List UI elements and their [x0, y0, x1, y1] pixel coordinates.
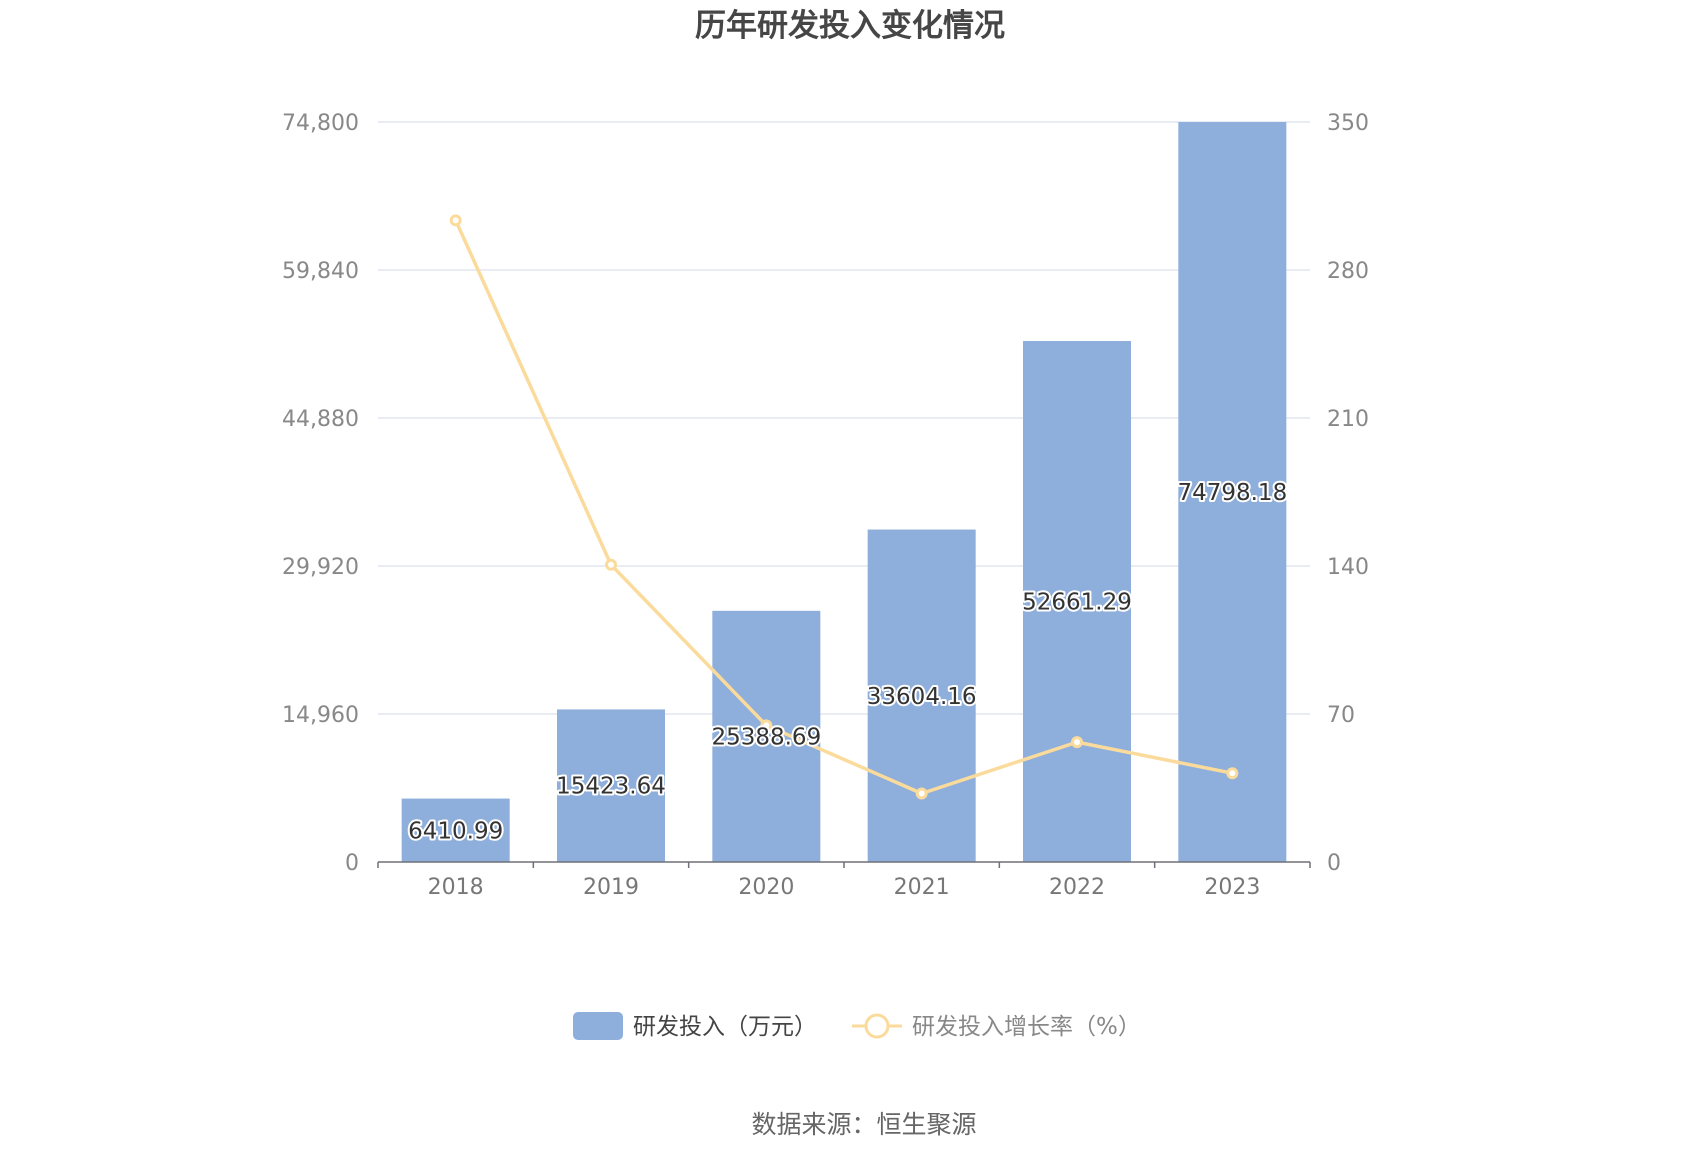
y-left-tick-label: 0 [345, 851, 359, 876]
y-right-tick-label: 140 [1327, 555, 1369, 580]
y-left-tick-label: 59,840 [282, 259, 359, 284]
legend-swatch-marker [864, 1013, 890, 1039]
y-right-tick-label: 280 [1327, 259, 1369, 284]
x-tick-label: 2018 [428, 875, 484, 900]
y-left-tick-label: 29,920 [282, 555, 359, 580]
line-series [449, 214, 1239, 800]
growth-point-2018[interactable] [449, 214, 462, 227]
growth-point-2020[interactable] [760, 719, 773, 732]
legend-item-line[interactable]: 研发投入增长率（%） [852, 1013, 1141, 1040]
x-tick-label: 2019 [583, 875, 639, 900]
bar-value-label: 52661.29 [1022, 590, 1132, 616]
bar-value-labels: 6410.99 15423.64 25388.69 33604.16 52661.29 7… [406, 478, 1289, 846]
legend-label-bar: 研发投入（万元） [633, 1014, 817, 1040]
growth-point-2023[interactable] [1226, 767, 1239, 780]
legend-label-line: 研发投入增长率（%） [912, 1014, 1141, 1040]
bar-value-label: 25388.69 [711, 724, 821, 750]
x-tick-label: 2023 [1204, 875, 1260, 900]
bar-value-label: 33604.16 [867, 684, 977, 710]
growth-point-2021[interactable] [915, 787, 928, 800]
bar-2019[interactable] [557, 709, 665, 862]
chart-title: 历年研发投入变化情况 [695, 8, 1005, 44]
y-right-tick-label: 70 [1327, 703, 1355, 728]
bar-2021[interactable] [867, 529, 976, 862]
y-left-tick-label: 14,960 [282, 703, 359, 728]
bar-value-label: 6410.99 [408, 818, 503, 844]
y-axis-right: 0 70 140 210 280 350 [1327, 111, 1369, 876]
data-source-note: 数据来源：恒生聚源 [751, 1110, 976, 1139]
growth-point-2022[interactable] [1071, 736, 1083, 749]
bar-series [401, 122, 1287, 863]
legend: 研发投入（万元） 研发投入增长率（%） [573, 1012, 1141, 1040]
legend-swatch-bar [573, 1012, 623, 1040]
y-left-tick-label: 74,800 [282, 111, 359, 136]
bar-value-label: 74798.18 [1177, 480, 1287, 506]
y-left-tick-label: 44,880 [282, 407, 359, 432]
x-axis: 2018 2019 2020 2021 2022 2023 [377, 861, 1311, 900]
bar-2023[interactable] [1178, 122, 1287, 862]
y-right-tick-label: 0 [1327, 851, 1341, 876]
growth-point-2019[interactable] [605, 558, 617, 571]
legend-item-bar[interactable]: 研发投入（万元） [573, 1012, 817, 1040]
bar-2020[interactable] [712, 610, 821, 862]
x-tick-label: 2020 [738, 875, 794, 900]
bar-value-label: 15423.64 [556, 774, 666, 800]
growth-rate-line [454, 219, 1233, 796]
y-right-tick-label: 350 [1327, 111, 1369, 136]
grid-lines [378, 121, 1310, 715]
y-right-tick-label: 210 [1327, 407, 1369, 432]
x-tick-label: 2022 [1049, 875, 1105, 900]
y-axis-left: 0 14,960 29,920 44,880 59,840 74,800 [282, 111, 359, 876]
bar-2018[interactable] [401, 798, 510, 862]
x-tick-label: 2021 [894, 875, 950, 900]
bar-2022[interactable] [1023, 341, 1131, 863]
